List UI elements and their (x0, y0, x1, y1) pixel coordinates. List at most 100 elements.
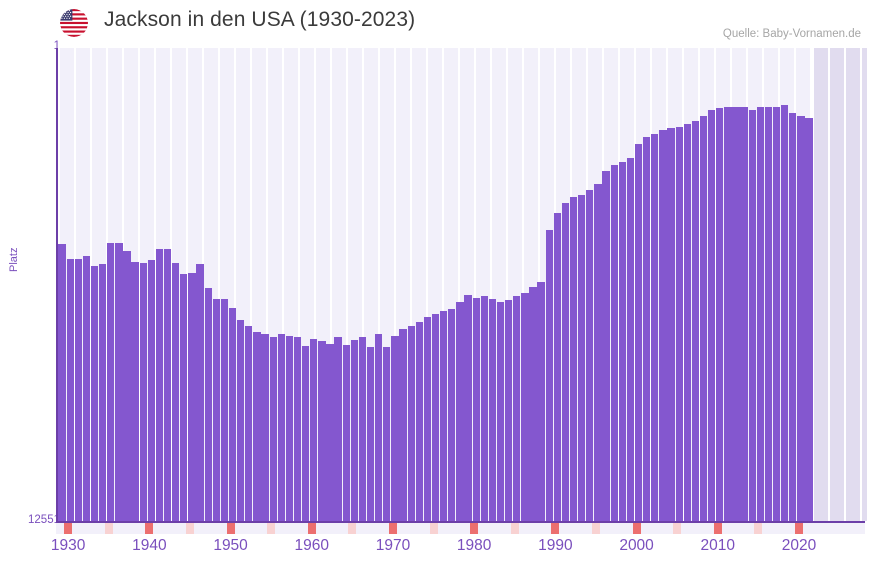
x-axis-tick-minor (429, 523, 438, 534)
bar[interactable] (667, 128, 675, 521)
bar[interactable] (496, 302, 505, 521)
bar[interactable] (764, 106, 773, 521)
bar[interactable] (610, 165, 618, 521)
bar[interactable] (358, 336, 367, 521)
bar[interactable] (513, 295, 521, 521)
bar[interactable] (220, 298, 229, 521)
bar[interactable] (326, 343, 334, 521)
bar[interactable] (618, 162, 626, 521)
bar[interactable] (464, 294, 472, 521)
bar[interactable] (724, 106, 732, 521)
bar[interactable] (789, 113, 797, 521)
bar[interactable] (708, 110, 716, 521)
x-axis-label: 1960 (294, 537, 330, 554)
bar[interactable] (772, 106, 781, 521)
bar[interactable] (740, 106, 748, 521)
bar[interactable] (529, 287, 537, 521)
y-axis-tick-top: 1 (53, 40, 60, 52)
bar[interactable] (578, 194, 586, 521)
bar[interactable] (277, 334, 285, 521)
bar[interactable] (155, 249, 164, 521)
bar[interactable] (634, 143, 643, 521)
bar[interactable] (732, 106, 740, 521)
x-axis-tick-major (632, 523, 641, 534)
x-axis-label: 1980 (456, 537, 492, 554)
bar[interactable] (139, 263, 147, 521)
bar[interactable] (285, 335, 294, 521)
bar[interactable] (245, 326, 253, 521)
bar[interactable] (553, 212, 562, 521)
bar[interactable] (261, 333, 269, 521)
bar[interactable] (586, 189, 594, 521)
bar[interactable] (448, 309, 456, 521)
bar[interactable] (131, 261, 139, 521)
y-axis-tick-bottom: 12551 (28, 514, 60, 526)
bar[interactable] (716, 107, 724, 521)
bar[interactable] (781, 104, 789, 521)
bar[interactable] (691, 121, 700, 521)
bar[interactable] (748, 109, 756, 521)
bar[interactable] (805, 117, 813, 521)
bar[interactable] (561, 203, 570, 521)
bar[interactable] (302, 346, 310, 521)
bar[interactable] (123, 251, 131, 521)
bar[interactable] (293, 337, 302, 521)
bar[interactable] (342, 345, 350, 521)
bar[interactable] (651, 134, 659, 521)
bar[interactable] (675, 126, 683, 521)
bar[interactable] (545, 230, 553, 521)
bar[interactable] (269, 336, 277, 521)
bar[interactable] (602, 170, 610, 521)
x-axis-label: 2020 (781, 537, 817, 554)
bar[interactable] (366, 346, 375, 521)
bar[interactable] (569, 197, 578, 521)
bar[interactable] (334, 336, 342, 521)
bar[interactable] (58, 244, 66, 521)
bar[interactable] (480, 295, 488, 521)
bar[interactable] (521, 293, 529, 521)
bar[interactable] (237, 319, 245, 521)
bar[interactable] (74, 259, 82, 521)
bar[interactable] (375, 334, 383, 521)
bar[interactable] (180, 273, 188, 521)
bar[interactable] (253, 331, 261, 521)
bar[interactable] (228, 308, 237, 521)
bar[interactable] (391, 335, 399, 521)
bar[interactable] (431, 314, 440, 521)
bar[interactable] (537, 281, 545, 521)
bar[interactable] (318, 341, 326, 521)
bar[interactable] (172, 263, 180, 521)
bar[interactable] (310, 339, 318, 521)
bar[interactable] (472, 297, 480, 521)
bar[interactable] (107, 242, 115, 521)
bar[interactable] (423, 316, 432, 521)
bar[interactable] (212, 298, 220, 521)
bar[interactable] (643, 136, 651, 521)
bar[interactable] (407, 325, 415, 521)
bar[interactable] (699, 116, 708, 521)
bar[interactable] (488, 298, 497, 521)
bar[interactable] (82, 256, 91, 521)
bar[interactable] (594, 184, 602, 521)
bar[interactable] (440, 311, 448, 521)
bar[interactable] (399, 328, 407, 521)
bar[interactable] (115, 242, 123, 521)
bar[interactable] (456, 302, 464, 521)
bar[interactable] (756, 106, 765, 521)
bar[interactable] (99, 264, 107, 521)
bar[interactable] (659, 130, 667, 521)
bar[interactable] (147, 259, 156, 521)
bar[interactable] (797, 116, 805, 521)
bar[interactable] (204, 288, 212, 521)
bar[interactable] (383, 346, 391, 521)
bar[interactable] (188, 273, 196, 521)
bar[interactable] (350, 339, 359, 521)
bar[interactable] (415, 322, 423, 521)
bar[interactable] (163, 249, 172, 521)
bar[interactable] (626, 157, 635, 521)
bar[interactable] (66, 259, 74, 521)
bar[interactable] (683, 123, 691, 521)
bar[interactable] (505, 299, 513, 521)
bar[interactable] (90, 265, 99, 521)
bar[interactable] (196, 264, 204, 521)
